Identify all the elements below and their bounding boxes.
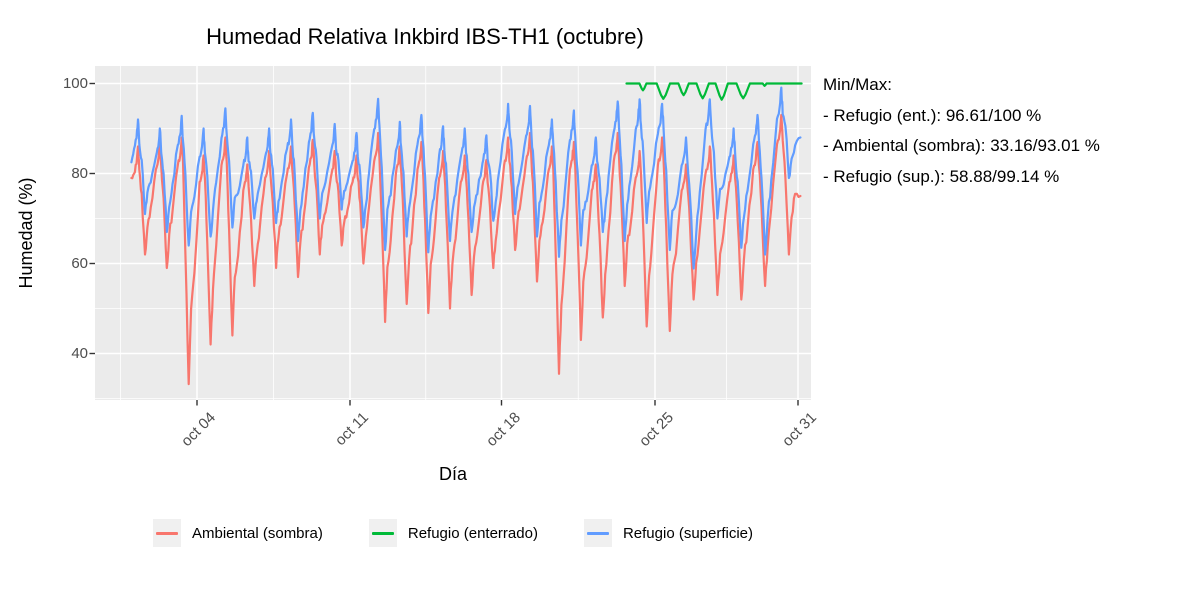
y-tick-label: 100 [62, 74, 88, 92]
y-tick-label: 40 [71, 344, 88, 362]
legend-key-icon [368, 519, 397, 547]
legend-item-ambiental: Ambiental (sombra) [152, 519, 323, 547]
legend-label: Ambiental (sombra) [191, 524, 323, 542]
annotation-heading: Min/Max: [823, 75, 892, 94]
legend: Ambiental (sombra) Refugio (enterrado) R… [95, 519, 811, 547]
legend-label: Refugio (enterrado) [407, 524, 538, 542]
y-tick-label: 60 [71, 254, 88, 272]
panel-background [95, 66, 811, 400]
legend-line-swatch [371, 531, 394, 535]
y-tick-label: 80 [71, 164, 88, 182]
chart-title: Humedad Relativa Inkbird IBS-TH1 (octubr… [206, 24, 644, 49]
series-line-refugio-superficie [130, 86, 802, 270]
legend-item-refugio-superficie: Refugio (superficie) [583, 519, 754, 547]
series-line-refugio-enterrado [625, 82, 803, 101]
legend-key-icon [583, 519, 612, 547]
x-axis-title: Día [438, 464, 467, 484]
legend-line-swatch [155, 531, 178, 535]
y-axis-title: Humedad (%) [16, 177, 36, 289]
minmax-annotation: Min/Max: - Refugio (ent.): 96.61/100 % -… [823, 70, 1100, 192]
annotation-line: - Ambiental (sombra): 33.16/93.01 % [823, 136, 1100, 155]
legend-label: Refugio (superficie) [622, 524, 754, 542]
legend-key-icon [152, 519, 181, 547]
series-line-ambiental-sombra [130, 113, 802, 386]
annotation-line: - Refugio (sup.): 58.88/99.14 % [823, 166, 1060, 186]
legend-item-refugio-enterrado: Refugio (enterrado) [368, 519, 538, 547]
annotation-line: - Refugio (ent.): 96.61/100 % [823, 105, 1042, 125]
legend-line-swatch [586, 531, 609, 535]
